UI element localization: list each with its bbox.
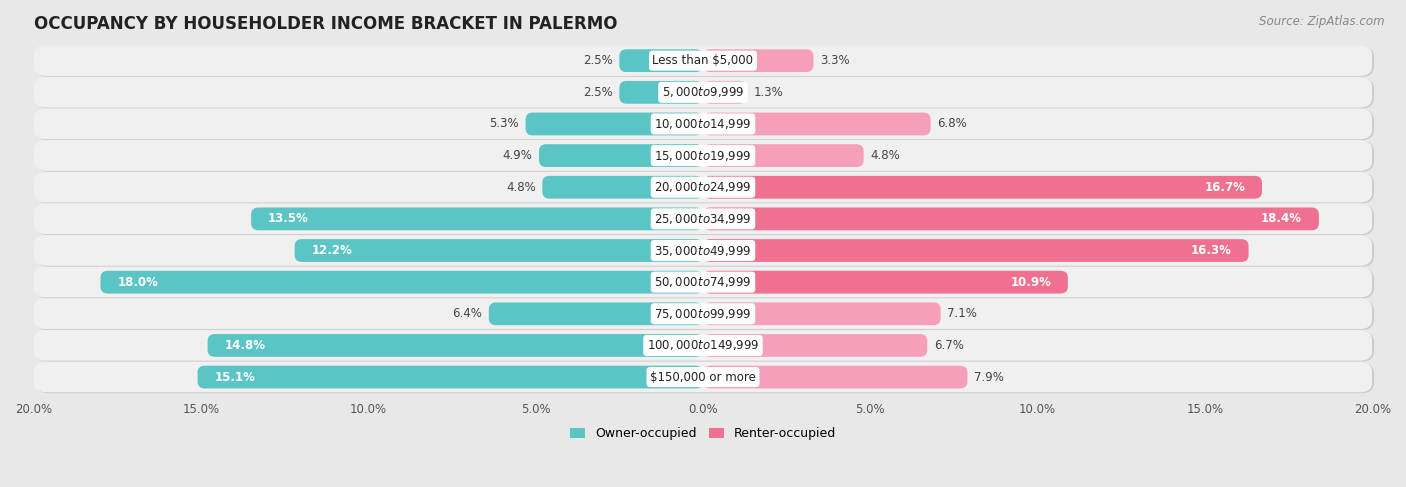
Text: 10.9%: 10.9%: [1011, 276, 1052, 289]
Text: $20,000 to $24,999: $20,000 to $24,999: [654, 180, 752, 194]
Text: Source: ZipAtlas.com: Source: ZipAtlas.com: [1260, 15, 1385, 28]
FancyBboxPatch shape: [619, 81, 703, 104]
FancyBboxPatch shape: [34, 204, 1372, 234]
FancyBboxPatch shape: [34, 235, 1372, 266]
Text: $50,000 to $74,999: $50,000 to $74,999: [654, 275, 752, 289]
Text: $25,000 to $34,999: $25,000 to $34,999: [654, 212, 752, 226]
FancyBboxPatch shape: [35, 331, 1374, 361]
Text: 4.8%: 4.8%: [870, 149, 900, 162]
FancyBboxPatch shape: [100, 271, 703, 294]
Text: 7.1%: 7.1%: [948, 307, 977, 320]
Text: $75,000 to $99,999: $75,000 to $99,999: [654, 307, 752, 321]
Text: 12.2%: 12.2%: [311, 244, 352, 257]
Text: 6.8%: 6.8%: [938, 117, 967, 131]
FancyBboxPatch shape: [34, 267, 1372, 298]
FancyBboxPatch shape: [198, 366, 703, 389]
FancyBboxPatch shape: [619, 49, 703, 72]
FancyBboxPatch shape: [35, 110, 1374, 140]
Text: OCCUPANCY BY HOUSEHOLDER INCOME BRACKET IN PALERMO: OCCUPANCY BY HOUSEHOLDER INCOME BRACKET …: [34, 15, 617, 33]
Text: 14.8%: 14.8%: [225, 339, 266, 352]
FancyBboxPatch shape: [34, 172, 1372, 203]
Text: $15,000 to $19,999: $15,000 to $19,999: [654, 149, 752, 163]
FancyBboxPatch shape: [34, 299, 1372, 329]
FancyBboxPatch shape: [703, 271, 1067, 294]
Text: $35,000 to $49,999: $35,000 to $49,999: [654, 244, 752, 258]
FancyBboxPatch shape: [35, 173, 1374, 204]
FancyBboxPatch shape: [252, 207, 703, 230]
FancyBboxPatch shape: [295, 239, 703, 262]
Text: 4.9%: 4.9%: [502, 149, 533, 162]
FancyBboxPatch shape: [34, 140, 1372, 171]
Text: 3.3%: 3.3%: [820, 54, 849, 67]
Text: $100,000 to $149,999: $100,000 to $149,999: [647, 338, 759, 353]
FancyBboxPatch shape: [489, 302, 703, 325]
Text: 6.4%: 6.4%: [453, 307, 482, 320]
FancyBboxPatch shape: [35, 236, 1374, 267]
Text: 13.5%: 13.5%: [269, 212, 309, 225]
FancyBboxPatch shape: [35, 46, 1374, 77]
FancyBboxPatch shape: [703, 302, 941, 325]
Text: $5,000 to $9,999: $5,000 to $9,999: [662, 85, 744, 99]
FancyBboxPatch shape: [35, 363, 1374, 393]
Text: $150,000 or more: $150,000 or more: [650, 371, 756, 384]
Text: 7.9%: 7.9%: [974, 371, 1004, 384]
Text: 6.7%: 6.7%: [934, 339, 965, 352]
FancyBboxPatch shape: [35, 141, 1374, 172]
Text: $10,000 to $14,999: $10,000 to $14,999: [654, 117, 752, 131]
FancyBboxPatch shape: [526, 112, 703, 135]
Text: 4.8%: 4.8%: [506, 181, 536, 194]
Text: 15.1%: 15.1%: [214, 371, 254, 384]
FancyBboxPatch shape: [703, 176, 1263, 199]
FancyBboxPatch shape: [208, 334, 703, 357]
Text: 18.4%: 18.4%: [1261, 212, 1302, 225]
FancyBboxPatch shape: [543, 176, 703, 199]
Text: Less than $5,000: Less than $5,000: [652, 54, 754, 67]
FancyBboxPatch shape: [34, 362, 1372, 392]
FancyBboxPatch shape: [34, 330, 1372, 361]
Text: 18.0%: 18.0%: [117, 276, 157, 289]
FancyBboxPatch shape: [703, 112, 931, 135]
FancyBboxPatch shape: [703, 239, 1249, 262]
Legend: Owner-occupied, Renter-occupied: Owner-occupied, Renter-occupied: [565, 422, 841, 445]
FancyBboxPatch shape: [35, 300, 1374, 330]
FancyBboxPatch shape: [34, 45, 1372, 76]
FancyBboxPatch shape: [35, 268, 1374, 299]
FancyBboxPatch shape: [703, 49, 814, 72]
FancyBboxPatch shape: [34, 109, 1372, 139]
Text: 2.5%: 2.5%: [583, 86, 613, 99]
Text: 1.3%: 1.3%: [754, 86, 783, 99]
FancyBboxPatch shape: [35, 78, 1374, 109]
FancyBboxPatch shape: [703, 81, 747, 104]
FancyBboxPatch shape: [538, 144, 703, 167]
Text: 2.5%: 2.5%: [583, 54, 613, 67]
FancyBboxPatch shape: [703, 144, 863, 167]
Text: 16.7%: 16.7%: [1205, 181, 1246, 194]
FancyBboxPatch shape: [703, 207, 1319, 230]
FancyBboxPatch shape: [703, 366, 967, 389]
FancyBboxPatch shape: [35, 205, 1374, 235]
FancyBboxPatch shape: [34, 77, 1372, 108]
Text: 5.3%: 5.3%: [489, 117, 519, 131]
Text: 16.3%: 16.3%: [1191, 244, 1232, 257]
FancyBboxPatch shape: [703, 334, 928, 357]
